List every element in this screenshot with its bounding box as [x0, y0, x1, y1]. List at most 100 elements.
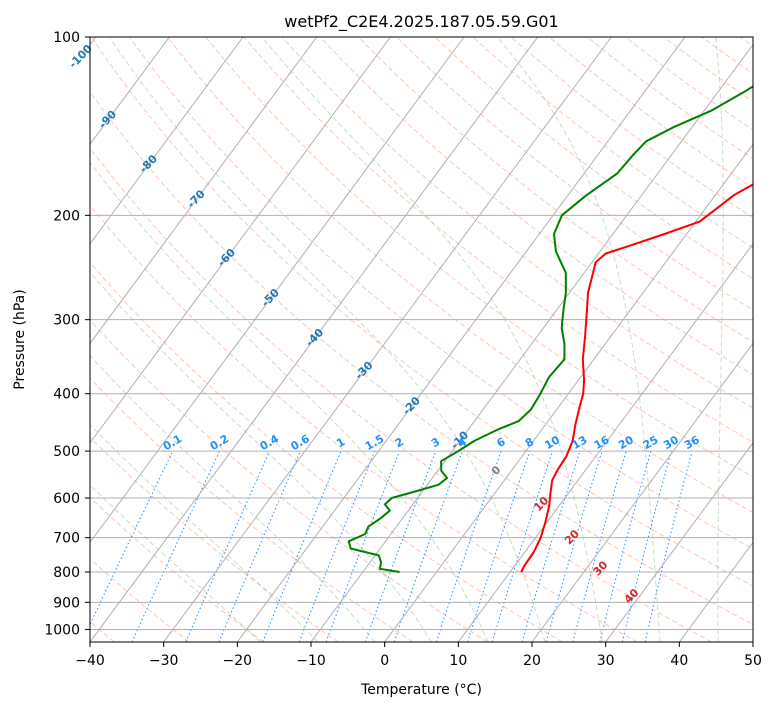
dry-adiabat: [739, 37, 753, 47]
moist-adiabat-label: 20: [562, 527, 582, 547]
x-tick-label: 0: [380, 653, 389, 669]
isotherm-label: -30: [352, 359, 375, 383]
isotherm-line: [90, 37, 244, 245]
x-tick-label: −20: [223, 653, 253, 669]
isotherm-line: [384, 143, 753, 642]
mixing-ratio-label: 1: [334, 435, 347, 450]
isotherm-label: -80: [137, 152, 160, 176]
mixing-ratio-line: [325, 450, 401, 642]
dry-adiabat: [548, 37, 753, 189]
mixing-ratio-label: 0.2: [208, 432, 231, 453]
temperature-line: [520, 183, 753, 573]
inline-labels: -100-90-80-70-60-50-40-30-20-100.1 0.2 0.4…: [66, 42, 702, 606]
moist-adiabat-label: 30: [591, 558, 611, 578]
dry-adiabat: [663, 37, 753, 103]
dry-adiabat: [90, 377, 414, 642]
moist-adiabat-label: 40: [622, 586, 642, 606]
dry-adiabat: [90, 147, 712, 642]
isotherm-label: -90: [96, 108, 119, 132]
x-axis: −40 −30 −20 −10 0 10 20 30 40 50: [75, 642, 762, 669]
mixing-ratio-label: 1.5: [363, 432, 386, 453]
x-tick-label: 30: [597, 653, 615, 669]
mixing-ratio-line: [185, 450, 271, 642]
y-tick-label: 600: [53, 491, 80, 507]
mixing-ratio-line: [521, 450, 581, 642]
isotherm-line: [90, 37, 170, 146]
mixing-ratio-line: [262, 450, 342, 642]
isotherm-label: -50: [259, 286, 282, 310]
dry-adiabat: [90, 436, 339, 642]
dry-adiabat: [701, 37, 753, 75]
dry-adiabat: [358, 37, 753, 343]
dry-adiabat: [396, 37, 753, 311]
mixing-ratio-line: [621, 450, 672, 642]
mixing-ratio-label: 16: [592, 433, 612, 452]
isotherm-line: [90, 37, 391, 444]
isotherm-line: [90, 37, 318, 345]
mixing-ratio-line: [90, 450, 174, 626]
mixing-ratio-line: [364, 450, 437, 642]
y-tick-label: 200: [53, 208, 80, 224]
mixing-ratio-label: 2: [393, 435, 406, 450]
dry-adiabat: [167, 37, 753, 514]
dry-adiabat: [281, 37, 753, 409]
dry-adiabat: [90, 261, 563, 642]
x-axis-title: Temperature (°C): [360, 682, 482, 698]
isotherm-line: [752, 641, 753, 642]
mixing-ratio-label: 25: [641, 433, 661, 452]
isotherm-line: [605, 442, 753, 642]
y-axis-title: Pressure (hPa): [12, 289, 28, 389]
plot-frame: [89, 36, 754, 643]
mixing-ratio-line: [393, 450, 463, 642]
isotherm-line: [310, 43, 753, 642]
dry-adiabat: [90, 204, 638, 642]
moist-adiabat: [108, 37, 546, 642]
isotherm-label: -100: [66, 42, 95, 71]
mixing-ratio-line: [545, 450, 603, 642]
y-tick-label: 800: [53, 565, 80, 581]
isotherm-line: [457, 242, 753, 642]
y-tick-label: 300: [53, 313, 80, 329]
dry-adiabat: [434, 37, 753, 280]
isotherm-line: [90, 37, 539, 642]
isotherm-label: -40: [303, 326, 326, 350]
y-tick-label: 500: [53, 444, 80, 460]
dry-adiabat: [90, 319, 488, 642]
moist-adiabat: [90, 271, 432, 642]
grid: [90, 37, 753, 642]
mixing-ratio-line: [435, 450, 502, 642]
dewpoint-line: [347, 85, 753, 573]
x-tick-label: −10: [296, 653, 326, 669]
isotherm-label: -70: [185, 187, 208, 211]
mixing-ratio-line: [467, 450, 531, 642]
moist-adiabat: [497, 37, 661, 642]
moist-adiabat: [90, 484, 261, 642]
mixing-ratio-label: 0.4: [258, 432, 282, 453]
moist-adiabat: [715, 37, 724, 642]
mixing-ratio-line: [491, 450, 553, 642]
chart-title: wetPf2_C2E4.2025.187.05.59.G01: [284, 12, 558, 32]
moist-adiabat: [90, 423, 319, 642]
mixing-ratio-label: 10: [542, 433, 562, 452]
moist-adiabat: [90, 354, 376, 642]
y-tick-label: 700: [53, 531, 80, 547]
dry-adiabat: [90, 90, 753, 626]
y-tick-label: 900: [53, 595, 80, 611]
isotherm-line: [90, 37, 465, 544]
isotherm-label: -20: [400, 394, 423, 418]
isotherm-line: [163, 37, 612, 642]
mixing-ratio-line: [572, 450, 627, 642]
mixing-ratio-line: [298, 450, 376, 642]
isotherm-line: [678, 541, 753, 642]
dry-adiabat: [510, 37, 753, 219]
dry-adiabat: [243, 37, 753, 443]
y-tick-label: 1000: [44, 622, 80, 638]
y-axis: 1000 900 800 700 600 500 400 300 200 100: [44, 30, 90, 638]
x-tick-label: −40: [75, 653, 105, 669]
mixing-ratio-label: 20: [616, 433, 636, 452]
mixing-ratio-line: [131, 450, 221, 642]
moist-adiabat: [90, 161, 489, 642]
dry-adiabat: [472, 37, 753, 249]
x-tick-label: 20: [523, 653, 541, 669]
